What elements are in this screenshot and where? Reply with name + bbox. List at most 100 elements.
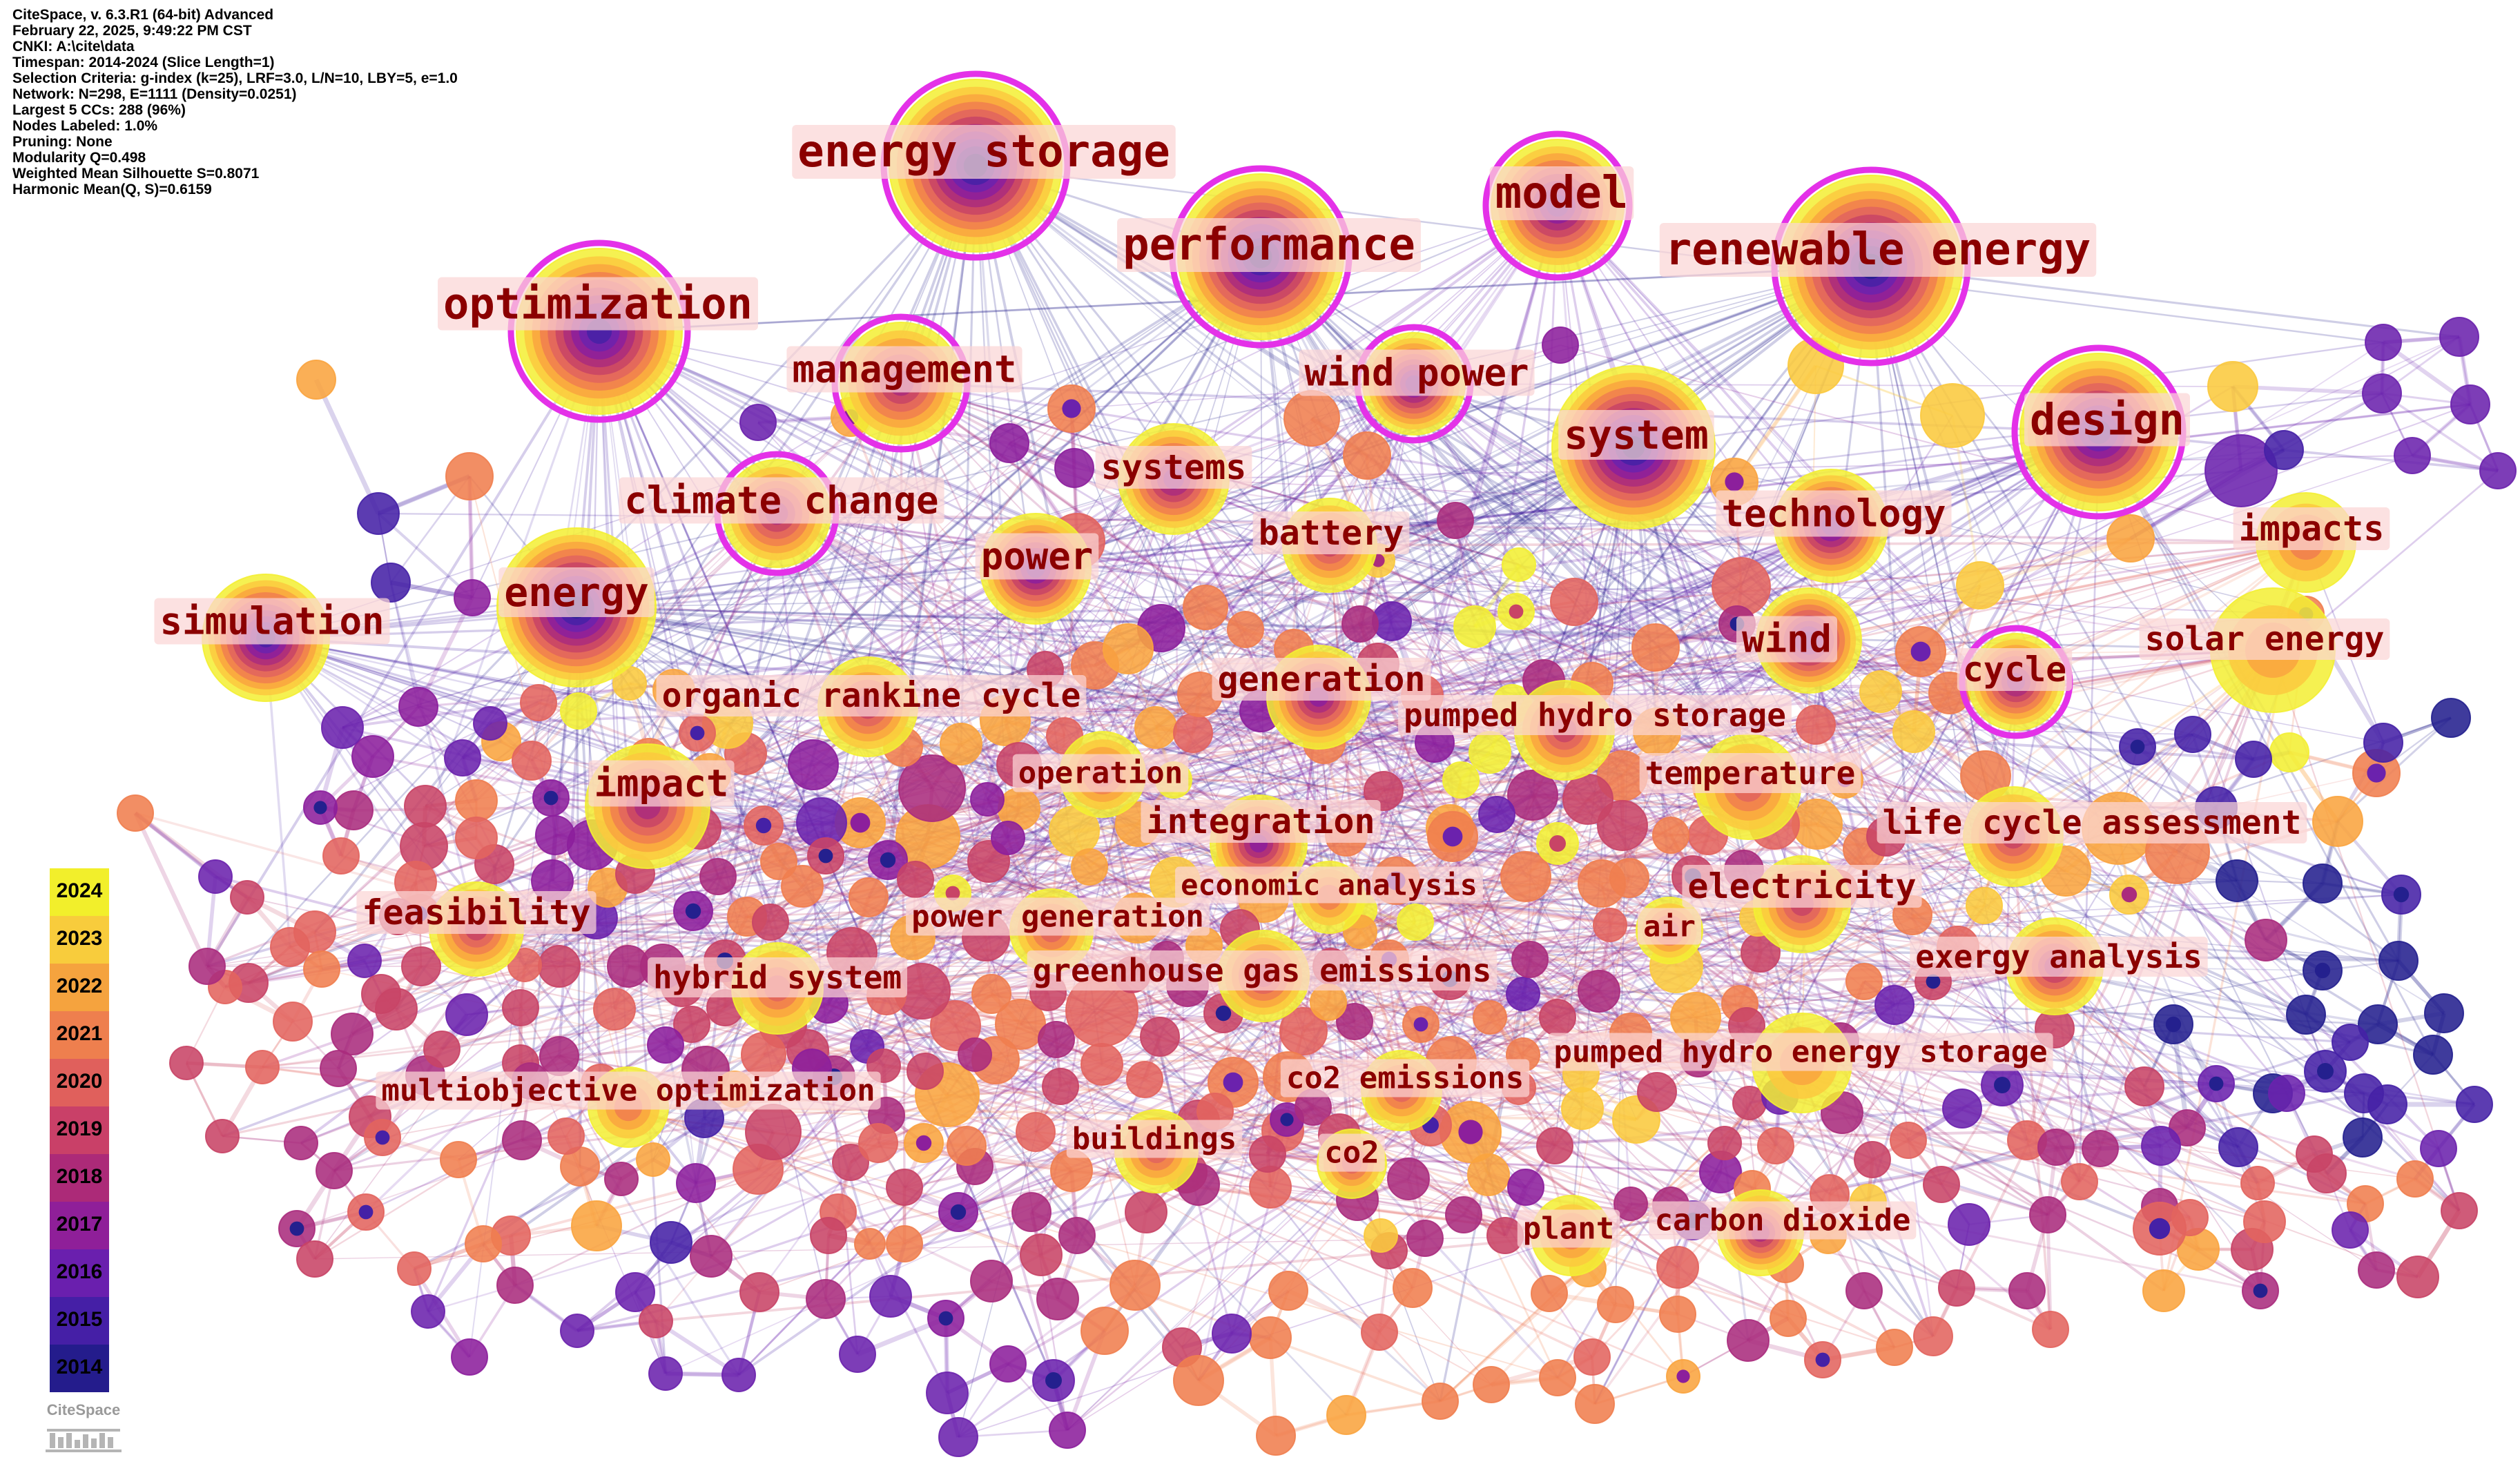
minor-keyword-node[interactable] <box>502 1120 542 1160</box>
keyword-label[interactable]: climate change <box>619 477 944 524</box>
minor-keyword-node[interactable] <box>1874 985 1915 1025</box>
minor-keyword-node[interactable] <box>496 1267 534 1304</box>
keyword-label[interactable]: generation <box>1212 658 1431 701</box>
minor-keyword-node[interactable] <box>560 1314 594 1348</box>
minor-keyword-node[interactable] <box>2332 1211 2369 1249</box>
minor-keyword-node[interactable] <box>371 563 411 603</box>
minor-keyword-node[interactable] <box>2124 1066 2164 1106</box>
minor-keyword-node[interactable] <box>520 684 557 721</box>
minor-keyword-node[interactable] <box>331 1013 374 1055</box>
minor-keyword-node[interactable] <box>1845 1272 1883 1309</box>
minor-keyword-node[interactable] <box>473 706 507 741</box>
minor-keyword-node[interactable] <box>886 1169 923 1206</box>
minor-keyword-node[interactable] <box>1652 817 1689 854</box>
minor-keyword-node[interactable] <box>1550 578 1598 626</box>
minor-keyword-node[interactable] <box>440 1141 477 1178</box>
minor-keyword-node[interactable] <box>2420 1130 2457 1167</box>
minor-keyword-node[interactable] <box>547 1117 585 1155</box>
minor-keyword-node[interactable] <box>571 1200 622 1251</box>
minor-keyword-node[interactable] <box>1020 1233 1063 1276</box>
minor-keyword-node[interactable] <box>404 785 447 828</box>
minor-keyword-node[interactable] <box>1593 908 1627 942</box>
minor-keyword-node[interactable] <box>1361 1314 1398 1351</box>
minor-keyword-node[interactable] <box>1542 326 1579 364</box>
minor-keyword-node[interactable] <box>2061 1163 2098 1200</box>
minor-keyword-node[interactable] <box>364 1119 401 1156</box>
minor-keyword-node[interactable] <box>538 945 581 988</box>
minor-keyword-node[interactable] <box>245 1050 280 1084</box>
minor-keyword-node[interactable] <box>1469 731 1511 774</box>
minor-keyword-node[interactable] <box>539 1036 579 1076</box>
minor-keyword-node[interactable] <box>1393 1268 1433 1308</box>
minor-keyword-node[interactable] <box>2218 1127 2258 1167</box>
minor-keyword-node[interactable] <box>1071 848 1108 886</box>
minor-keyword-node[interactable] <box>2396 1160 2434 1198</box>
minor-keyword-node[interactable] <box>1913 1316 1953 1356</box>
keyword-label[interactable]: renewable energy <box>1659 223 2097 277</box>
minor-keyword-node[interactable] <box>2216 859 2258 902</box>
minor-keyword-node[interactable] <box>2240 1166 2275 1200</box>
minor-keyword-node[interactable] <box>2235 741 2272 778</box>
minor-keyword-node[interactable] <box>1397 904 1434 941</box>
minor-keyword-node[interactable] <box>2424 993 2464 1033</box>
minor-keyword-node[interactable] <box>1923 1166 1960 1203</box>
minor-keyword-node[interactable] <box>2032 1311 2069 1348</box>
minor-keyword-node[interactable] <box>1047 384 1096 433</box>
minor-keyword-node[interactable] <box>2029 1196 2066 1233</box>
keyword-label[interactable]: operation <box>1012 754 1189 792</box>
minor-keyword-node[interactable] <box>673 1006 710 1043</box>
minor-keyword-node[interactable] <box>958 1037 992 1072</box>
minor-keyword-node[interactable] <box>1126 1061 1163 1098</box>
minor-keyword-node[interactable] <box>839 1336 876 1373</box>
minor-keyword-node[interactable] <box>1256 1416 1296 1456</box>
minor-keyword-node[interactable] <box>361 974 401 1014</box>
minor-keyword-node[interactable] <box>423 1031 461 1068</box>
minor-keyword-node[interactable] <box>296 360 336 400</box>
minor-keyword-node[interactable] <box>1283 390 1340 447</box>
minor-keyword-node[interactable] <box>2363 723 2403 763</box>
minor-keyword-node[interactable] <box>2456 1086 2493 1123</box>
minor-keyword-node[interactable] <box>1796 705 1836 745</box>
minor-keyword-node[interactable] <box>502 989 539 1026</box>
minor-keyword-node[interactable] <box>2296 1135 2333 1173</box>
minor-keyword-node[interactable] <box>1609 858 1649 898</box>
minor-keyword-node[interactable] <box>1249 1135 1286 1173</box>
minor-keyword-node[interactable] <box>455 779 498 822</box>
minor-keyword-node[interactable] <box>2381 875 2421 915</box>
minor-keyword-node[interactable] <box>2198 1065 2235 1102</box>
minor-keyword-node[interactable] <box>2396 1256 2439 1298</box>
minor-keyword-node[interactable] <box>1531 1275 1568 1312</box>
keyword-label[interactable]: co2 emissions <box>1280 1059 1530 1097</box>
minor-keyword-node[interactable] <box>1406 1220 1444 1257</box>
keyword-label[interactable]: optimization <box>438 277 758 331</box>
minor-keyword-node[interactable] <box>2106 514 2155 563</box>
minor-keyword-node[interactable] <box>512 741 552 781</box>
minor-keyword-node[interactable] <box>1637 1072 1677 1112</box>
minor-keyword-node[interactable] <box>1173 1355 1224 1406</box>
minor-keyword-node[interactable] <box>1562 774 1613 825</box>
minor-keyword-node[interactable] <box>1942 1089 1982 1129</box>
minor-keyword-node[interactable] <box>897 861 934 898</box>
minor-keyword-node[interactable] <box>2450 384 2490 424</box>
minor-keyword-node[interactable] <box>739 404 777 441</box>
minor-keyword-node[interactable] <box>1656 1246 1699 1289</box>
minor-keyword-node[interactable] <box>1757 1127 1794 1164</box>
minor-keyword-node[interactable] <box>639 1304 673 1338</box>
minor-keyword-node[interactable] <box>1249 1316 1292 1359</box>
keyword-label[interactable]: pumped hydro energy storage <box>1548 1033 2053 1071</box>
minor-keyword-node[interactable] <box>745 1104 802 1160</box>
minor-keyword-node[interactable] <box>744 806 784 846</box>
minor-keyword-node[interactable] <box>1054 448 1094 488</box>
minor-keyword-node[interactable] <box>2362 373 2402 413</box>
keyword-label[interactable]: life cycle assessment <box>1877 802 2307 843</box>
minor-keyword-node[interactable] <box>205 1119 240 1153</box>
minor-keyword-node[interactable] <box>858 1123 898 1163</box>
minor-keyword-node[interactable] <box>347 1193 385 1231</box>
keyword-label[interactable]: wind power <box>1299 349 1535 396</box>
minor-keyword-node[interactable] <box>699 858 737 895</box>
minor-keyword-node[interactable] <box>1183 585 1228 630</box>
minor-keyword-node[interactable] <box>1770 1300 1807 1337</box>
minor-keyword-node[interactable] <box>1666 1359 1700 1394</box>
minor-keyword-node[interactable] <box>2153 1004 2193 1044</box>
minor-keyword-node[interactable] <box>445 993 488 1036</box>
